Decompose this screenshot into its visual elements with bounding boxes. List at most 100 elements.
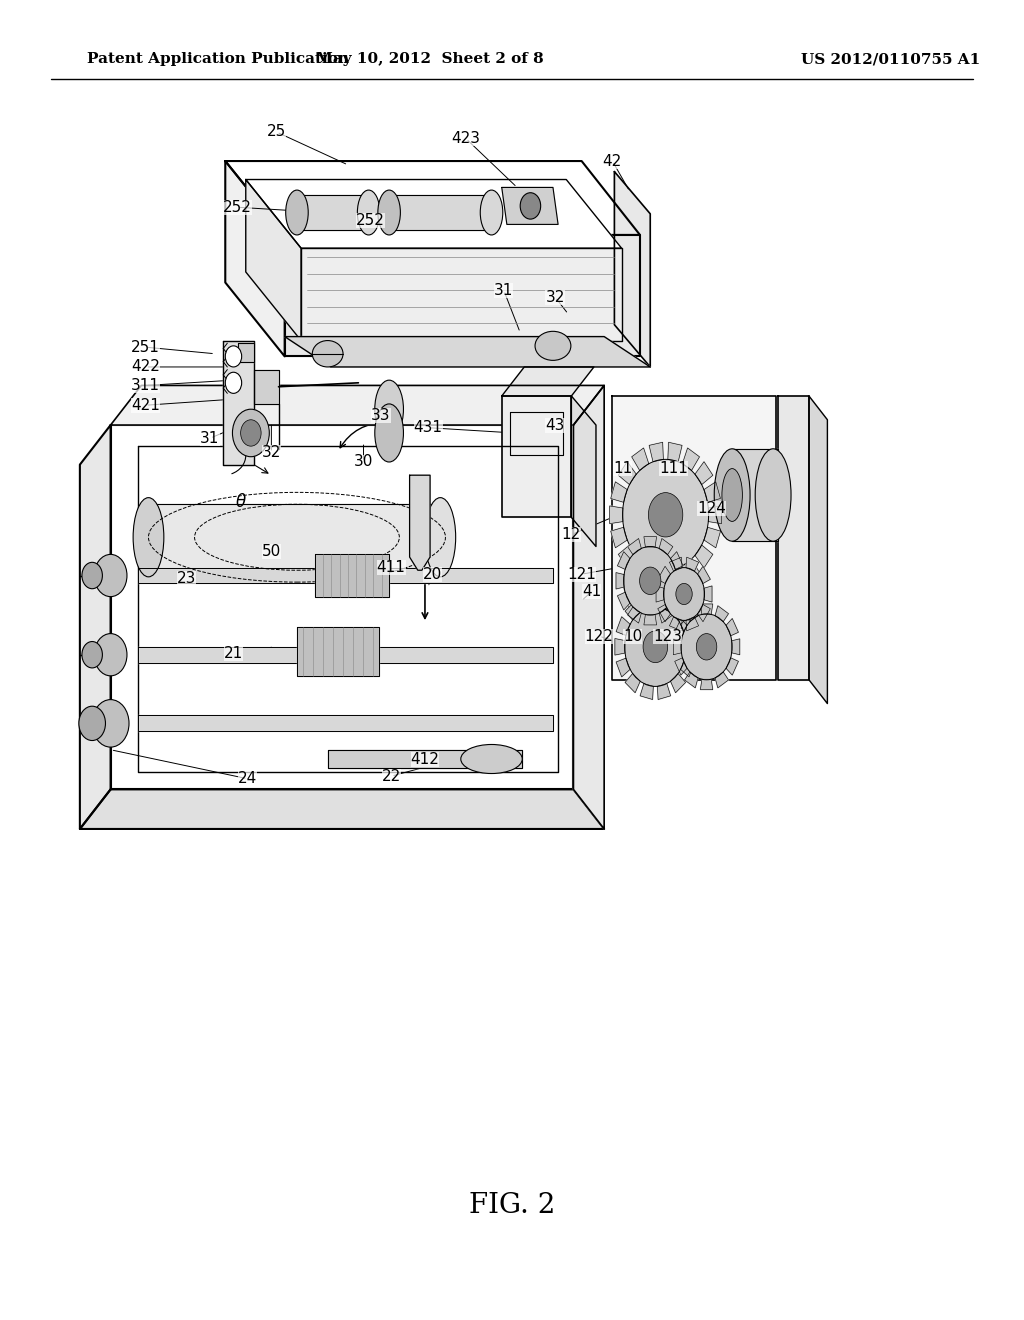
Polygon shape <box>682 447 699 470</box>
Text: 431: 431 <box>414 420 442 436</box>
Polygon shape <box>573 385 604 829</box>
Text: 20: 20 <box>423 566 441 582</box>
Text: 30: 30 <box>354 454 373 470</box>
Polygon shape <box>668 568 682 587</box>
Text: 32: 32 <box>546 289 564 305</box>
Polygon shape <box>502 367 594 396</box>
Circle shape <box>82 642 102 668</box>
Polygon shape <box>700 605 713 614</box>
Polygon shape <box>670 557 682 572</box>
Polygon shape <box>625 673 640 693</box>
Polygon shape <box>715 672 728 688</box>
Polygon shape <box>695 462 713 484</box>
Polygon shape <box>246 180 301 341</box>
Polygon shape <box>668 442 682 462</box>
Ellipse shape <box>378 190 400 235</box>
Polygon shape <box>297 627 379 676</box>
Text: 252: 252 <box>223 199 252 215</box>
Polygon shape <box>703 527 721 548</box>
Polygon shape <box>681 616 694 635</box>
Polygon shape <box>715 606 728 622</box>
Polygon shape <box>632 560 649 582</box>
Text: 252: 252 <box>356 213 385 228</box>
Ellipse shape <box>375 404 403 462</box>
Polygon shape <box>111 385 604 425</box>
Polygon shape <box>726 657 738 675</box>
Ellipse shape <box>425 498 456 577</box>
Polygon shape <box>671 552 683 569</box>
Text: 23: 23 <box>177 570 196 586</box>
Polygon shape <box>238 343 254 362</box>
Circle shape <box>94 554 127 597</box>
Ellipse shape <box>357 190 380 235</box>
Text: 31: 31 <box>201 430 219 446</box>
Polygon shape <box>618 545 636 568</box>
Polygon shape <box>148 504 440 570</box>
Polygon shape <box>225 161 640 235</box>
Polygon shape <box>571 396 596 546</box>
Polygon shape <box>697 605 711 622</box>
Polygon shape <box>695 545 713 568</box>
Circle shape <box>640 568 660 594</box>
Text: 311: 311 <box>131 378 160 393</box>
Polygon shape <box>246 180 622 248</box>
Polygon shape <box>675 619 687 636</box>
Circle shape <box>625 607 686 686</box>
Polygon shape <box>628 607 641 623</box>
Text: 411: 411 <box>377 560 406 576</box>
Circle shape <box>664 568 705 620</box>
Circle shape <box>624 546 677 615</box>
Circle shape <box>225 372 242 393</box>
Text: Patent Application Publication: Patent Application Publication <box>87 53 349 66</box>
Polygon shape <box>657 594 671 610</box>
Circle shape <box>696 634 717 660</box>
Polygon shape <box>625 601 640 620</box>
Ellipse shape <box>714 449 750 541</box>
Polygon shape <box>502 396 571 517</box>
Polygon shape <box>410 475 430 570</box>
Ellipse shape <box>312 341 343 367</box>
Circle shape <box>82 562 102 589</box>
Text: 25: 25 <box>267 124 286 140</box>
Polygon shape <box>285 337 650 367</box>
Polygon shape <box>617 593 630 610</box>
Ellipse shape <box>480 190 503 235</box>
Polygon shape <box>809 396 827 704</box>
Ellipse shape <box>133 498 164 577</box>
Polygon shape <box>671 673 686 693</box>
Ellipse shape <box>756 449 791 541</box>
Polygon shape <box>225 161 285 356</box>
Ellipse shape <box>722 469 742 521</box>
Polygon shape <box>682 560 699 582</box>
Polygon shape <box>111 425 573 789</box>
Polygon shape <box>670 616 682 631</box>
Polygon shape <box>616 659 630 677</box>
Polygon shape <box>389 195 492 230</box>
Polygon shape <box>614 639 625 655</box>
Text: FIG. 2: FIG. 2 <box>469 1192 555 1218</box>
Polygon shape <box>657 566 671 583</box>
Polygon shape <box>315 554 389 597</box>
Polygon shape <box>700 680 713 689</box>
Circle shape <box>79 706 105 741</box>
Polygon shape <box>681 659 694 677</box>
Text: $\theta$: $\theta$ <box>234 492 247 511</box>
Text: 11: 11 <box>613 461 632 477</box>
Polygon shape <box>709 506 722 524</box>
Polygon shape <box>297 195 369 230</box>
Text: 24: 24 <box>239 771 257 787</box>
Text: 122: 122 <box>585 628 613 644</box>
Polygon shape <box>657 684 671 700</box>
Circle shape <box>520 193 541 219</box>
Text: 22: 22 <box>382 768 400 784</box>
Text: 111: 111 <box>659 461 688 477</box>
Circle shape <box>681 614 732 680</box>
Polygon shape <box>644 537 656 546</box>
Text: 423: 423 <box>452 131 480 147</box>
Circle shape <box>225 346 242 367</box>
Text: 421: 421 <box>131 397 160 413</box>
Polygon shape <box>138 647 553 663</box>
Text: 33: 33 <box>371 408 391 424</box>
Polygon shape <box>612 396 776 680</box>
Text: 412: 412 <box>411 751 439 767</box>
